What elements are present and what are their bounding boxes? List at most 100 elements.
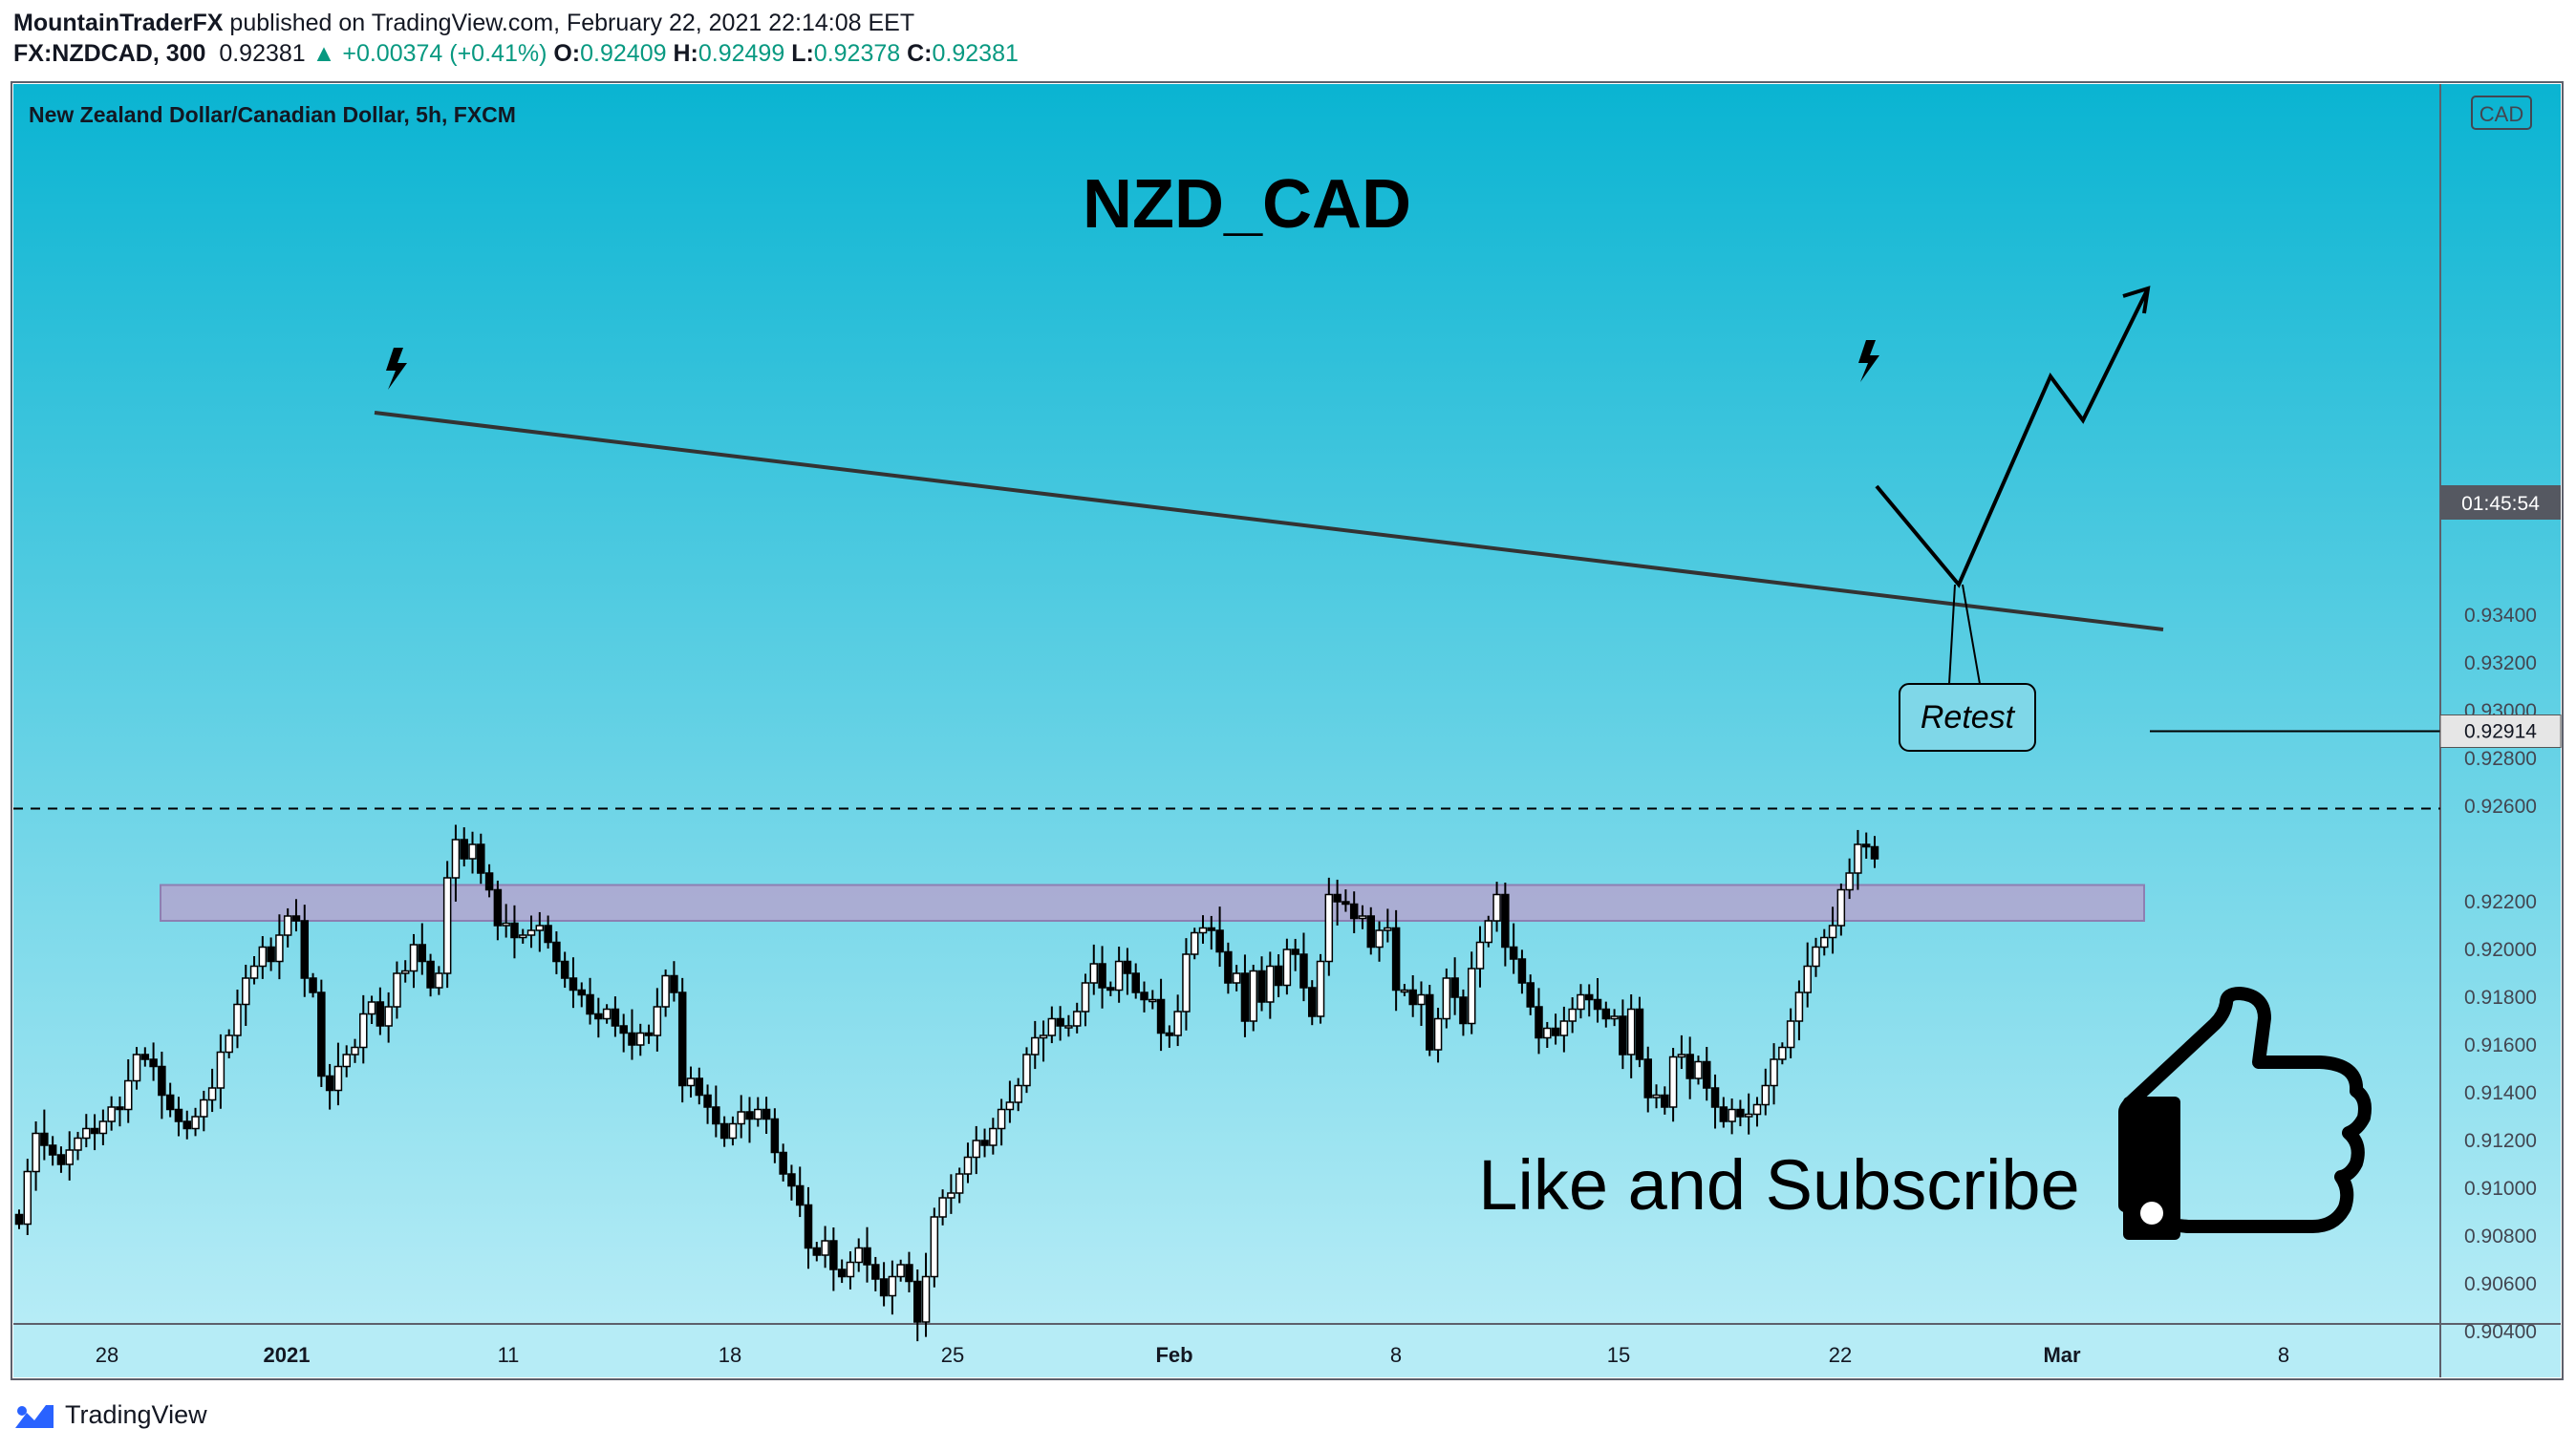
candle-body — [719, 1122, 729, 1140]
open-value: 0.92409 — [580, 40, 667, 67]
candle-body — [955, 1173, 964, 1194]
candle-body — [703, 1094, 712, 1108]
retest-callout[interactable] — [1899, 683, 2036, 752]
high-value: 0.92499 — [698, 40, 785, 67]
candle-body — [65, 1149, 74, 1165]
candle-body — [1719, 1106, 1728, 1122]
candle-body — [1257, 970, 1266, 1003]
candle-body — [1710, 1087, 1720, 1108]
close-label: C: — [907, 40, 933, 67]
time-tick-label: 22 — [1829, 1343, 1852, 1367]
close-value: 0.92381 — [932, 40, 1019, 67]
candle-body — [1475, 941, 1485, 970]
candle-body — [594, 1013, 603, 1020]
candle-body — [1619, 1015, 1627, 1056]
candle-body — [1342, 901, 1350, 906]
price-tick-label: 0.92200 — [2464, 891, 2537, 913]
price-tick-label: 0.90400 — [2464, 1321, 2537, 1343]
candle-body — [1064, 1025, 1073, 1029]
candle-body — [1215, 929, 1224, 953]
candle-body — [1358, 915, 1367, 920]
trend-line[interactable] — [374, 411, 2164, 631]
candle-body — [1643, 1058, 1652, 1098]
candle-body — [1492, 893, 1501, 922]
candle-body — [351, 1046, 359, 1056]
tradingview-logo[interactable]: TradingView — [13, 1400, 207, 1430]
publish-info: MountainTraderFX published on TradingVie… — [13, 8, 914, 38]
candle-body — [879, 1278, 889, 1297]
author-name[interactable]: MountainTraderFX — [13, 10, 224, 36]
candle-body — [460, 839, 468, 860]
candle-body — [947, 1192, 955, 1199]
price-axis[interactable] — [2440, 84, 2561, 1324]
candle-body — [1703, 1060, 1711, 1089]
candle-body — [871, 1264, 880, 1280]
tradingview-icon — [15, 1404, 54, 1428]
candle-body — [1736, 1108, 1745, 1118]
candle-body — [888, 1275, 897, 1297]
candle-body — [1349, 903, 1359, 920]
candle-body — [930, 1216, 939, 1278]
candle-body — [628, 1032, 636, 1046]
countdown-box[interactable]: 01:45:54 — [2440, 485, 2561, 520]
candle-body — [1131, 972, 1140, 993]
candle-body — [535, 925, 545, 931]
candle-body — [1559, 1020, 1569, 1036]
candle-body — [938, 1197, 947, 1218]
candle-body — [1433, 1017, 1443, 1051]
candle-body — [1870, 845, 1879, 860]
time-tick-label: 11 — [498, 1343, 520, 1367]
candle-body — [477, 843, 485, 874]
candle-body — [182, 1120, 191, 1130]
price-tick-label: 0.92000 — [2464, 939, 2537, 961]
candle-body — [107, 1106, 116, 1122]
candle-body — [611, 1008, 620, 1027]
candle-body — [1047, 1017, 1057, 1036]
candle-body — [23, 1170, 32, 1226]
candle-body — [804, 1204, 813, 1249]
currency-badge[interactable] — [2471, 96, 2532, 130]
candle-body — [636, 1032, 645, 1046]
time-axis[interactable] — [13, 1324, 2561, 1377]
candle-body — [737, 1111, 745, 1125]
candle-body — [1299, 953, 1308, 989]
candle-body — [728, 1122, 738, 1140]
price-tick-label: 0.92800 — [2464, 748, 2537, 770]
support-zone[interactable] — [160, 884, 2145, 922]
candle-body — [275, 934, 284, 963]
candle-body — [384, 1006, 393, 1027]
candle-body — [1836, 888, 1846, 927]
candle-body — [1535, 1006, 1543, 1039]
candle-body — [1190, 931, 1199, 955]
candle-body — [1610, 1015, 1619, 1020]
time-tick-label: 25 — [941, 1343, 964, 1367]
candle-body — [1484, 920, 1493, 944]
projection-path[interactable] — [1875, 288, 2150, 588]
candle-body — [1140, 992, 1148, 1001]
candle-body — [1828, 925, 1837, 939]
candle-body — [586, 993, 594, 1015]
candle-body — [1266, 965, 1275, 1003]
candle-body — [1635, 1008, 1644, 1060]
candle-body — [569, 977, 578, 992]
candle-body — [863, 1247, 871, 1266]
candle-body — [745, 1111, 754, 1120]
candle-body — [963, 1156, 973, 1175]
candle-body — [1584, 993, 1594, 1001]
low-label: L: — [791, 40, 814, 67]
candle-body — [267, 946, 275, 963]
thumbs-up-icon[interactable] — [2118, 987, 2372, 1240]
target-price-box[interactable]: 0.92914 — [2439, 714, 2562, 748]
candle-body — [577, 989, 587, 996]
plot-area[interactable] — [13, 84, 2440, 1324]
candle-body — [418, 944, 427, 963]
candle-body — [200, 1098, 208, 1118]
target-price-label: 0.92914 — [2464, 721, 2537, 743]
candle-body — [1761, 1084, 1771, 1106]
candle-body — [451, 839, 461, 879]
candle-body — [1333, 893, 1342, 903]
candle-body — [342, 1054, 351, 1068]
candle-body — [1442, 977, 1451, 1020]
candle-body — [1459, 996, 1468, 1025]
